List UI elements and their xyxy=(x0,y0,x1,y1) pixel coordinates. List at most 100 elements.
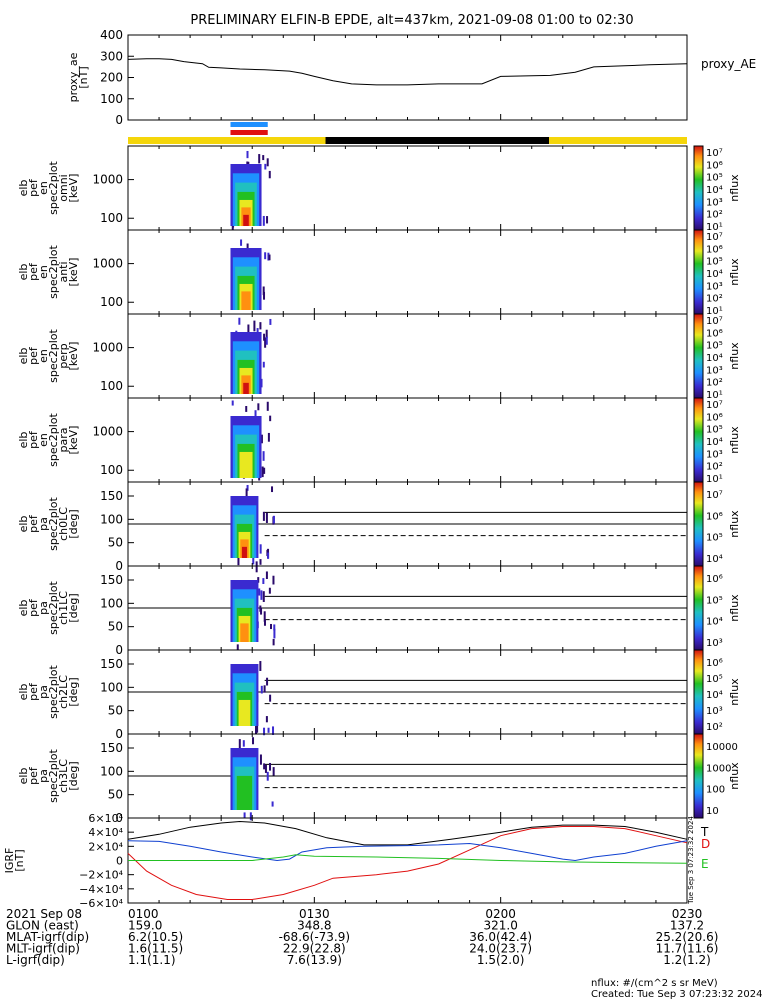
pa-panel-3-ytick-label: 0 xyxy=(115,811,123,825)
pa-panel-1-ylabel-line: spec2plot xyxy=(47,581,60,635)
pa-panel-0-speckle xyxy=(259,544,262,554)
spec-panel-3-speckle xyxy=(245,406,248,412)
igrf-ytick-label: 4×10⁴ xyxy=(88,826,123,839)
pa-panel-1-ylabel-line: pa xyxy=(37,601,50,615)
spec-panel-3-cbar-tick: 10⁶ xyxy=(706,412,723,423)
spec-panel-0-speckle xyxy=(268,170,271,179)
pa-panel-0-speckle xyxy=(255,561,258,573)
pa-panel-1-ytick-label: 150 xyxy=(100,573,123,587)
pa-panel-3-speckle xyxy=(259,754,262,765)
spec-panel-2-flux-layer xyxy=(243,382,249,394)
spec-panel-0-cbar-tick: 10⁶ xyxy=(706,160,723,171)
spec-panel-1-cbar-tick: 10⁴ xyxy=(706,269,723,280)
spec-panel-2-ylabel-line: en xyxy=(37,349,50,363)
spec-panel-2-speckle xyxy=(253,320,256,332)
spec-panel-1-speckle xyxy=(240,239,243,246)
spec-panel-3-ylabel-line: para xyxy=(57,428,70,453)
pa-panel-1-cbar-tick: 10³ xyxy=(706,638,723,649)
spec-panel-3-ytick-label: 100 xyxy=(100,463,123,477)
pa-panel-2-ylabel-line: ch2LC xyxy=(57,675,70,709)
pa-panel-1-speckle xyxy=(260,608,263,615)
pa-panel-1-cbar-label: nflux xyxy=(728,594,741,622)
spec-panel-1-cbar-tick: 10⁵ xyxy=(706,257,723,268)
pa-panel-2-speckle xyxy=(272,726,275,735)
pa-panel-1-speckle xyxy=(262,578,265,584)
spec-panel-0-ylabel-line: pef xyxy=(27,178,40,197)
igrf-ytick-label: −6×10⁴ xyxy=(79,897,123,910)
spec-panel-3-ylabel-line: en xyxy=(37,433,50,447)
spec-panel-3-flux-layer xyxy=(239,451,253,478)
igrf-ytick-label: −2×10⁴ xyxy=(79,869,123,882)
table-row-label: MLT-igrf(dip) xyxy=(6,942,80,956)
spec-panel-1-ytick-label: 100 xyxy=(100,295,123,309)
pa-panel-1-speckle xyxy=(268,587,271,594)
table-cell: 6.2(10.5) xyxy=(128,930,183,944)
spec-panel-0-cbar-tick: 10² xyxy=(706,210,723,221)
pa-panel-3-speckle xyxy=(238,739,241,750)
pa-panel-3-flux-layer xyxy=(236,775,253,810)
spec-panel-1-speckle xyxy=(263,291,266,300)
table-cell: -68.6(-73.9) xyxy=(279,930,350,944)
spec-panel-1-cbar-label: nflux xyxy=(728,258,741,286)
pa-panel-2-speckle xyxy=(259,661,262,671)
spec-panel-0-speckle xyxy=(246,150,249,159)
spec-panel-3-speckle xyxy=(260,434,263,444)
spec-panel-0-colorbar xyxy=(693,145,704,231)
spec-panel-3-ylabel-line: [keV] xyxy=(67,426,80,455)
spec-panel-3-ylabel-line: spec2plot xyxy=(47,413,60,467)
spec-panel-2-ytick-label: 1000 xyxy=(92,341,123,355)
spec-panel-2-cbar-tick: 10³ xyxy=(706,365,723,376)
spec-panel-1-colorbar xyxy=(693,229,704,315)
spec-panel-0-cbar-tick: 10⁴ xyxy=(706,185,723,196)
pa-panel-2-speckle xyxy=(256,724,259,733)
pa-panel-3-ylabel-line: pef xyxy=(27,766,40,785)
table-cell: 137.2 xyxy=(670,919,704,933)
spec-panel-1-speckle xyxy=(264,252,267,260)
pa-panel-2-cbar-tick: 10² xyxy=(706,722,723,733)
pa-panel-2-speckle xyxy=(266,677,269,686)
spec-panel-2-colorbar xyxy=(693,313,704,399)
table-cell: 7.6(13.9) xyxy=(287,953,342,967)
igrf-ylabel-line: [nT] xyxy=(13,849,26,871)
proxy-ae-ytick-label: 0 xyxy=(115,113,123,127)
table-row-label: GLON (east) xyxy=(6,919,79,933)
pa-panel-3-cbar-tick: 10000 xyxy=(706,742,738,753)
spec-panel-0-ylabel-line: spec2plot xyxy=(47,161,60,215)
igrf-ytick-label: 0 xyxy=(116,855,123,868)
pa-panel-1-ylabel-line: [deg] xyxy=(67,593,80,622)
region-marker xyxy=(230,122,268,127)
pa-panel-2-cbar-tick: 10⁵ xyxy=(706,674,723,685)
region-bar-segment xyxy=(325,137,550,144)
region-marker xyxy=(230,130,268,135)
pa-panel-2-ylabel-line: elb xyxy=(17,684,30,701)
spec-panel-1-flux-layer xyxy=(241,291,251,310)
pa-panel-3-ytick-label: 150 xyxy=(100,741,123,755)
pa-panel-2-ylabel-line: [deg] xyxy=(67,677,80,706)
pa-panel-1-speckle xyxy=(263,620,266,626)
spec-panel-1-ylabel-line: en xyxy=(37,265,50,279)
spec-panel-2-ylabel-line: pef xyxy=(27,346,40,365)
pa-panel-3-ylabel-line: [deg] xyxy=(67,761,80,790)
pa-panel-0-speckle xyxy=(246,484,249,491)
pa-panel-2-ylabel-line: pa xyxy=(37,685,50,699)
pa-panel-3-cbar-label: nflux xyxy=(728,762,741,790)
spec-panel-0-cbar-tick: 10⁵ xyxy=(706,173,723,184)
spec-panel-3-speckle xyxy=(261,466,264,478)
pa-panel-0-ylabel-line: ch0LC xyxy=(57,507,70,541)
pa-panel-1-colorbar xyxy=(693,565,704,651)
proxy-ae-ylabel-line: [nT] xyxy=(77,66,90,88)
table-cell: 348.8 xyxy=(297,919,331,933)
spec-panel-2-speckle xyxy=(262,361,265,368)
spec-panel-3-cbar-tick: 10⁵ xyxy=(706,425,723,436)
spec-panel-0-ytick-label: 1000 xyxy=(92,173,123,187)
table-cell: 25.2(20.6) xyxy=(656,930,719,944)
pa-panel-2-cbar-label: nflux xyxy=(728,678,741,706)
spec-panel-3-ytick-label: 1000 xyxy=(92,425,123,439)
spec-panel-2-speckle xyxy=(269,318,272,325)
pa-panel-1-ytick-label: 0 xyxy=(115,643,123,657)
spec-panel-0-ylabel-line: elb xyxy=(17,180,30,197)
side-timestamp: Tue Sep 3 07:23:32 2024 xyxy=(687,816,695,905)
pa-panel-0-cbar-label: nflux xyxy=(728,510,741,538)
spec-panel-3-cbar-tick: 10¹ xyxy=(706,474,723,485)
spec-panel-2-cbar-tick: 10⁴ xyxy=(706,353,723,364)
